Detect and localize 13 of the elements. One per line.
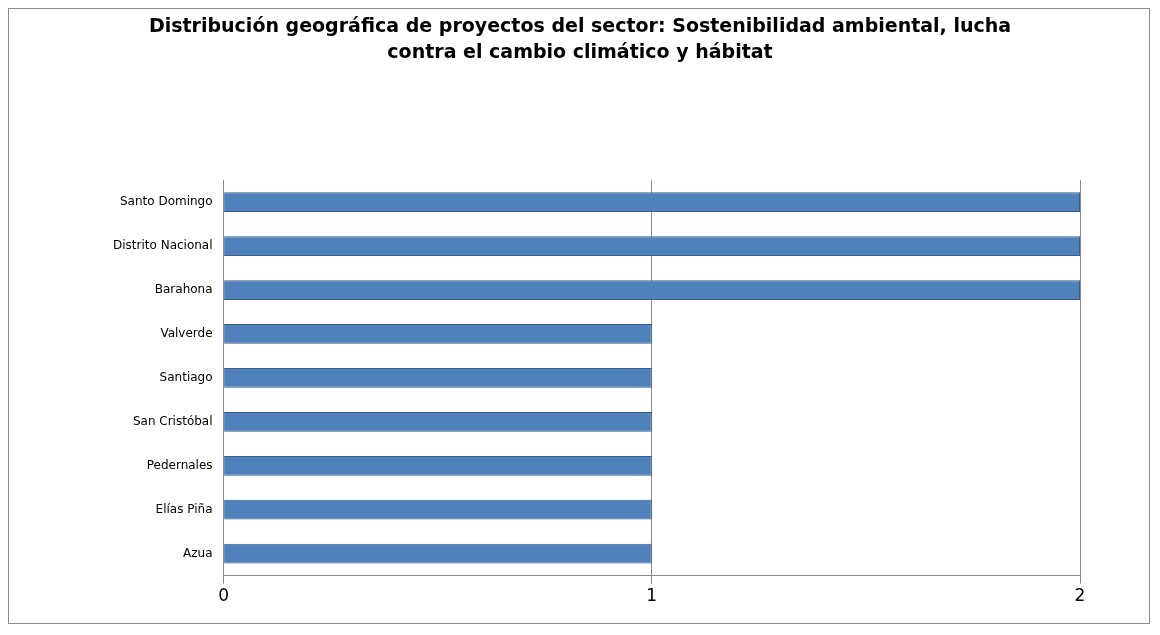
- y-tick-label: Santiago: [159, 370, 213, 385]
- y-tick-label: Santo Domingo: [119, 194, 213, 209]
- y-tick-label: Pedernales: [146, 457, 213, 472]
- y-tick-label: Valverde: [160, 326, 213, 341]
- x-tick-label: 1: [646, 585, 658, 606]
- chart-title: Distribución geográfica de proyectos del sector: Sostenibilidad ambiental, lucha contra el cambio climático y hábitat: [147, 13, 1013, 64]
- y-tick-label: Azua: [183, 545, 213, 560]
- y-tick-label: San Cristóbal: [132, 413, 213, 428]
- y-tick-label: Barahona: [154, 282, 213, 297]
- x-tick-label: 2: [1074, 585, 1086, 606]
- y-tick-label: Distrito Nacional: [112, 238, 213, 253]
- x-tick-label: 0: [218, 585, 229, 606]
- y-tick-label: Elías Piña: [155, 501, 213, 516]
